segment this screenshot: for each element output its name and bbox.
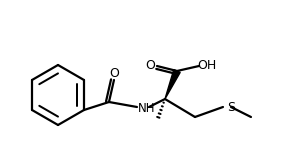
Text: O: O xyxy=(145,59,155,71)
Text: NH: NH xyxy=(138,101,155,115)
Polygon shape xyxy=(165,70,180,99)
Text: S: S xyxy=(227,101,235,113)
Text: OH: OH xyxy=(197,59,217,71)
Text: O: O xyxy=(109,67,119,79)
